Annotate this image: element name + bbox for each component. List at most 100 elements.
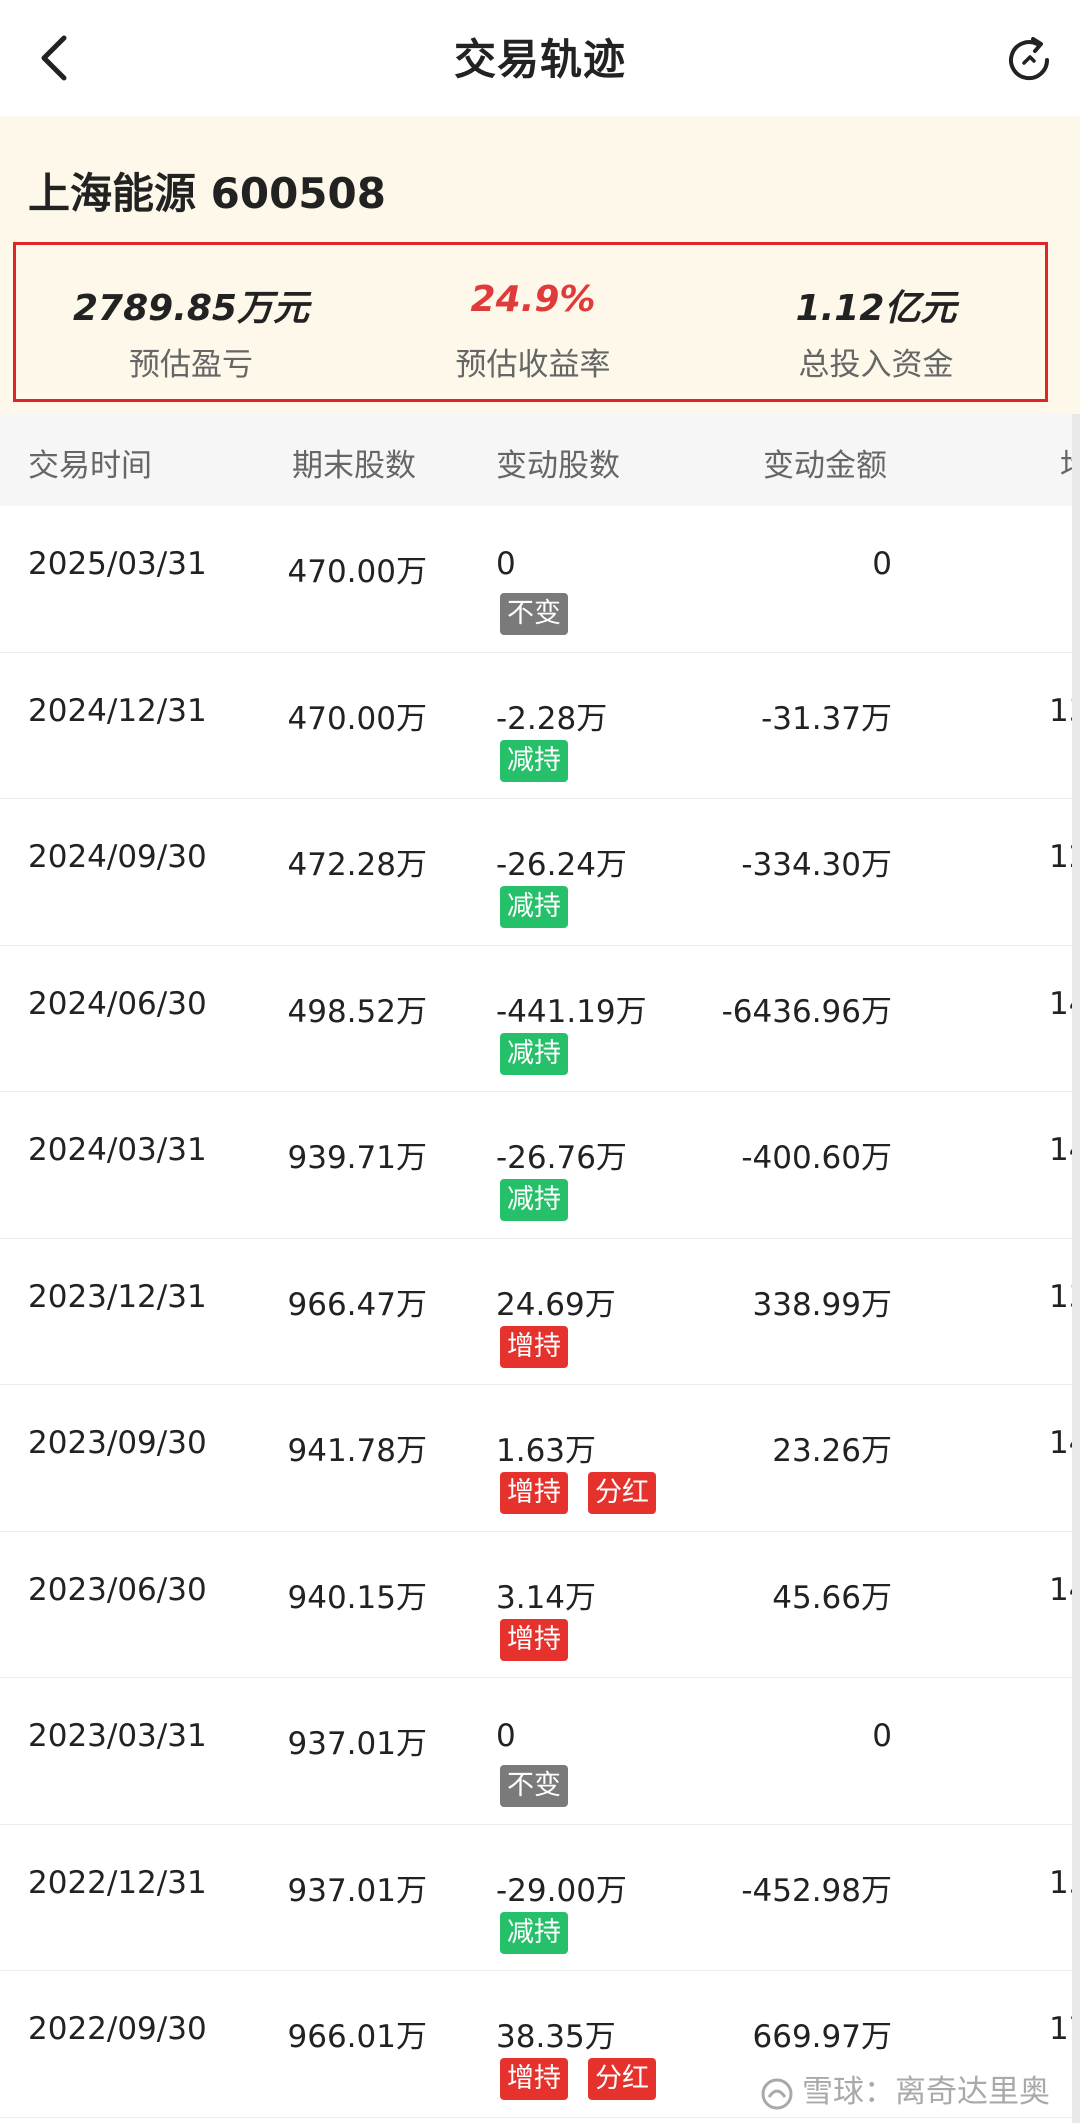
ending-shares: 498.52万 — [287, 993, 427, 1030]
trade-list: 2025/03/31 470.00万 0 0 不变 2024/12/31 470.00万 -2… — [0, 506, 1080, 2118]
tag-group: 增持 分红 — [500, 1472, 656, 1514]
summary-estimated-return: 24.9% 预估收益率 — [363, 279, 703, 384]
table-row[interactable]: 2023/03/31 937.01万 0 0 不变 — [0, 1678, 1080, 1825]
trade-date: 2023/03/31 — [28, 1718, 207, 1754]
amount-change: 338.99万 — [752, 1286, 892, 1323]
share-change: -29.00万 — [496, 1872, 627, 1909]
status-badge: 增持 — [500, 1618, 568, 1661]
tag-group: 减持 — [500, 1032, 568, 1075]
trade-date: 2023/09/30 — [28, 1425, 207, 1461]
trade-date: 2024/06/30 — [28, 985, 207, 1022]
ending-shares: 472.28万 — [287, 847, 427, 883]
summary-estimated-profit: 2789.85万元 预估盈亏 — [21, 279, 361, 384]
ending-shares: 966.47万 — [287, 1286, 427, 1323]
share-change: 0 — [496, 546, 516, 582]
tag-group: 不变 — [500, 1765, 568, 1807]
amount-change: 45.66万 — [772, 1579, 892, 1616]
status-badge: 分红 — [588, 2058, 656, 2100]
amount-change: -452.98万 — [741, 1872, 892, 1909]
summary-value: 1.12亿元 — [795, 288, 957, 329]
summary-total-investment: 1.12亿元 总投入资金 — [706, 279, 1046, 384]
scrollbar[interactable] — [1072, 414, 1080, 2123]
status-badge: 分红 — [588, 1472, 656, 1514]
stock-title: 上海能源 600508 — [28, 169, 386, 218]
ending-shares: 470.00万 — [287, 700, 427, 737]
status-badge: 减持 — [500, 1911, 568, 1954]
col-share-change[interactable]: 变动股数 — [496, 448, 620, 484]
page-title: 交易轨迹 — [453, 35, 626, 84]
status-badge: 不变 — [500, 593, 568, 635]
stock-header: 上海能源 600508 2789.85万元 预估盈亏 24.9% 预估收益率 1… — [0, 116, 1080, 414]
table-row[interactable]: 2025/03/31 470.00万 0 0 不变 — [0, 506, 1080, 653]
status-badge: 不变 — [500, 1765, 568, 1807]
tag-group: 增持 — [500, 1618, 568, 1661]
amount-change: -6436.96万 — [721, 993, 892, 1030]
tag-group: 减持 — [500, 886, 568, 928]
status-badge: 增持 — [500, 2058, 568, 2100]
status-badge: 减持 — [500, 739, 568, 782]
trade-date: 2024/12/31 — [28, 692, 207, 729]
col-ending-shares[interactable]: 期末股数 — [292, 448, 416, 484]
tag-group: 增持 — [500, 1325, 568, 1368]
share-change: -26.24万 — [496, 847, 627, 883]
share-change: -26.76万 — [496, 1140, 627, 1176]
summary-label: 总投入资金 — [798, 347, 954, 383]
trade-date: 2022/09/30 — [28, 2011, 207, 2047]
refresh-icon[interactable] — [1003, 34, 1055, 86]
tag-group: 增持 分红 — [500, 2058, 656, 2100]
ending-shares: 966.01万 — [287, 2019, 427, 2055]
watermark: 雪球：离奇达里奥 — [760, 2066, 1050, 2111]
share-change: 38.35万 — [496, 2019, 616, 2055]
col-trade-time[interactable]: 交易时间 — [28, 448, 152, 484]
amount-change: 23.26万 — [772, 1433, 892, 1469]
trade-date: 2024/03/31 — [28, 1132, 207, 1168]
tag-group: 减持 — [500, 1911, 568, 1954]
trade-date: 2022/12/31 — [28, 1864, 207, 1901]
tag-group: 不变 — [500, 593, 568, 635]
status-badge: 增持 — [500, 1325, 568, 1368]
amount-change: -400.60万 — [741, 1140, 892, 1176]
summary-label: 预估盈亏 — [129, 347, 253, 383]
share-change: -441.19万 — [496, 993, 647, 1030]
amount-change: 0 — [872, 546, 892, 582]
ending-shares: 941.78万 — [287, 1433, 427, 1469]
ending-shares: 470.00万 — [287, 554, 427, 590]
summary-box: 2789.85万元 预估盈亏 24.9% 预估收益率 1.12亿元 总投入资金 — [13, 242, 1048, 402]
share-change: 1.63万 — [496, 1433, 597, 1469]
back-arrow-icon[interactable] — [30, 28, 80, 88]
tag-group: 减持 — [500, 1179, 568, 1221]
share-change: 0 — [496, 1718, 516, 1754]
amount-change: 0 — [872, 1718, 892, 1754]
tag-group: 减持 — [500, 739, 568, 782]
status-badge: 减持 — [500, 886, 568, 928]
amount-change: -334.30万 — [741, 847, 892, 883]
share-change: -2.28万 — [496, 700, 608, 737]
status-badge: 增持 — [500, 1472, 568, 1514]
nav-bar: 交易轨迹 — [0, 0, 1080, 116]
ending-shares: 937.01万 — [287, 1872, 427, 1909]
table-header: 交易时间 期末股数 变动股数 变动金额 均 — [0, 414, 1080, 506]
ending-shares: 939.71万 — [287, 1140, 427, 1176]
trade-date: 2023/12/31 — [28, 1278, 207, 1315]
trade-date: 2025/03/31 — [28, 546, 207, 582]
status-badge: 减持 — [500, 1032, 568, 1075]
trade-date: 2024/09/30 — [28, 839, 207, 875]
amount-change: 669.97万 — [752, 2019, 892, 2055]
share-change: 24.69万 — [496, 1286, 616, 1323]
status-badge: 减持 — [500, 1179, 568, 1221]
col-amount-change[interactable]: 变动金额 — [763, 448, 887, 484]
ending-shares: 937.01万 — [287, 1726, 427, 1762]
share-change: 3.14万 — [496, 1579, 597, 1616]
ending-shares: 940.15万 — [287, 1579, 427, 1616]
amount-change: -31.37万 — [761, 700, 892, 737]
summary-value: 24.9% — [470, 279, 596, 320]
